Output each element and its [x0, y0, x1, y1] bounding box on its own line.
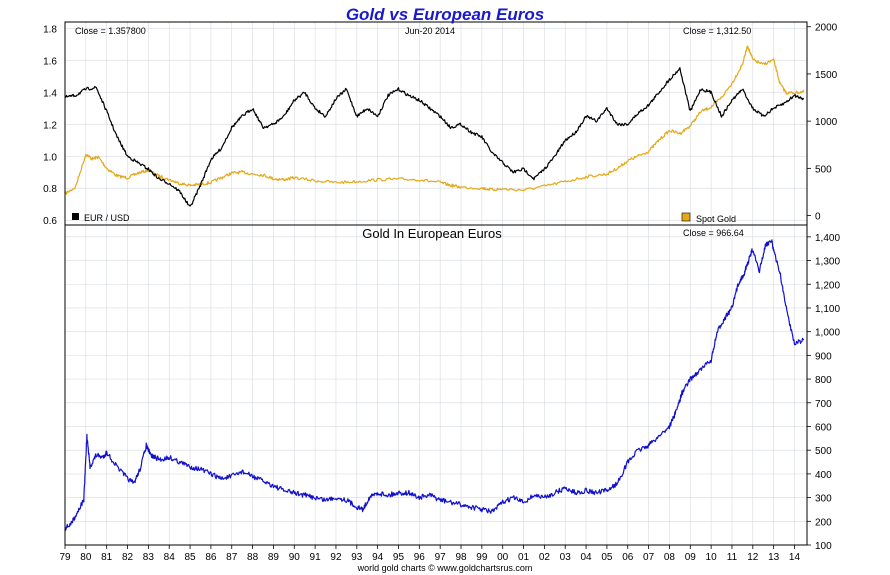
- y-bottom-tick-label: 400: [815, 470, 832, 481]
- y-right-tick-label: 0: [815, 212, 821, 223]
- x-tick-label: 85: [184, 552, 196, 563]
- y-left-tick-label: 1.0: [43, 152, 57, 163]
- y-left-tick-label: 0.8: [43, 184, 57, 195]
- y-bottom-tick-label: 100: [815, 541, 832, 552]
- legend-spot-gold-swatch: [681, 212, 691, 222]
- bottom-panel-title: Gold In European Euros: [362, 226, 502, 241]
- y-bottom-tick-label: 600: [815, 422, 832, 433]
- legend-spot-gold-label: Spot Gold: [696, 214, 736, 224]
- y-left-tick-label: 1.4: [43, 88, 57, 99]
- y-bottom-tick-label: 1,200: [815, 280, 840, 291]
- y-bottom-tick-label: 800: [815, 375, 832, 386]
- x-tick-label: 96: [414, 552, 426, 563]
- x-tick-label: 06: [622, 552, 634, 563]
- x-tick-label: 87: [226, 552, 238, 563]
- x-tick-label: 94: [372, 552, 384, 563]
- x-tick-label: 82: [122, 552, 134, 563]
- x-tick-label: 10: [706, 552, 718, 563]
- x-axis: 79 80 81 82 83 84 85 86 87 88 89 90 91 92 93 94 95 96 97 98…: [59, 545, 800, 563]
- x-tick-label: 84: [164, 552, 176, 563]
- legend-eur-usd-swatch: [72, 213, 79, 220]
- x-tick-label: 90: [289, 552, 301, 563]
- y-right-tick-label: 1500: [815, 70, 838, 81]
- x-tick-label: 12: [747, 552, 759, 563]
- y-left-tick-label: 1.6: [43, 56, 57, 67]
- legend-eur-usd-label: EUR / USD: [84, 213, 130, 223]
- y-bottom-tick-label: 500: [815, 446, 832, 457]
- x-tick-label: 88: [247, 552, 259, 563]
- x-tick-label: 81: [101, 552, 113, 563]
- x-tick-label: 01: [518, 552, 530, 563]
- x-tick-label: 99: [476, 552, 488, 563]
- y-bottom-tick-label: 1,100: [815, 304, 840, 315]
- y-bottom-tick-label: 900: [815, 351, 832, 362]
- footer-credit: world gold charts © www.goldchartsrus.co…: [357, 563, 533, 573]
- y-left-tick-label: 0.6: [43, 216, 57, 227]
- bottom-right-axis: 100 200 300 400 500 600 700 800 900 1,000 1,100 1,2…: [807, 233, 840, 552]
- y-bottom-tick-label: 300: [815, 494, 832, 505]
- y-bottom-tick-label: 1,300: [815, 257, 840, 268]
- x-tick-label: 89: [268, 552, 280, 563]
- eur-usd-close-readout: Close = 1.357800: [75, 26, 146, 36]
- x-tick-label: 03: [560, 552, 572, 563]
- x-tick-label: 79: [59, 552, 71, 563]
- y-bottom-tick-label: 1,000: [815, 328, 840, 339]
- x-tick-label: 00: [497, 552, 509, 563]
- x-tick-label: 80: [80, 552, 92, 563]
- x-tick-label: 09: [685, 552, 697, 563]
- x-tick-label: 91: [310, 552, 322, 563]
- y-right-tick-label: 1000: [815, 117, 838, 128]
- x-tick-label: 14: [789, 552, 801, 563]
- y-bottom-tick-label: 200: [815, 517, 832, 528]
- x-tick-label: 11: [727, 552, 738, 563]
- y-right-tick-label: 500: [815, 164, 832, 175]
- date-readout: Jun-20 2014: [405, 26, 455, 36]
- x-tick-label: 08: [664, 552, 676, 563]
- x-tick-label: 83: [143, 552, 155, 563]
- x-tick-label: 13: [768, 552, 780, 563]
- x-tick-label: 86: [205, 552, 217, 563]
- x-tick-label: 02: [539, 552, 551, 563]
- x-tick-label: 98: [455, 552, 467, 563]
- gold-eur-line: [64, 239, 805, 531]
- top-right-axis: 0 500 1000 1500 2000: [807, 23, 838, 223]
- y-left-tick-label: 1.8: [43, 24, 57, 35]
- x-tick-label: 07: [643, 552, 655, 563]
- y-left-tick-label: 1.2: [43, 120, 57, 131]
- x-tick-label: 04: [581, 552, 593, 563]
- x-tick-label: 92: [330, 552, 342, 563]
- top-left-axis: 0.6 0.8 1.0 1.2 1.4 1.6 1.8: [43, 24, 57, 227]
- gold-eur-close-readout: Close = 966.64: [683, 228, 744, 238]
- x-tick-label: 05: [601, 552, 613, 563]
- plot-frame: [64, 21, 808, 546]
- eur-usd-line: [64, 67, 804, 207]
- top-panel-lines: [64, 45, 805, 207]
- bottom-panel-grid: [64, 225, 807, 546]
- x-tick-label: 97: [435, 552, 447, 563]
- y-bottom-tick-label: 1,400: [815, 233, 840, 244]
- y-bottom-tick-label: 700: [815, 399, 832, 410]
- spot-gold-line: [64, 45, 805, 195]
- spot-gold-close-readout: Close = 1,312.50: [683, 26, 751, 36]
- x-tick-label: 95: [393, 552, 405, 563]
- bottom-panel-lines: [64, 239, 805, 531]
- chart-title: Gold vs European Euros: [346, 5, 544, 24]
- top-panel-grid: [64, 22, 807, 225]
- y-right-tick-label: 2000: [815, 23, 838, 34]
- x-tick-label: 93: [351, 552, 363, 563]
